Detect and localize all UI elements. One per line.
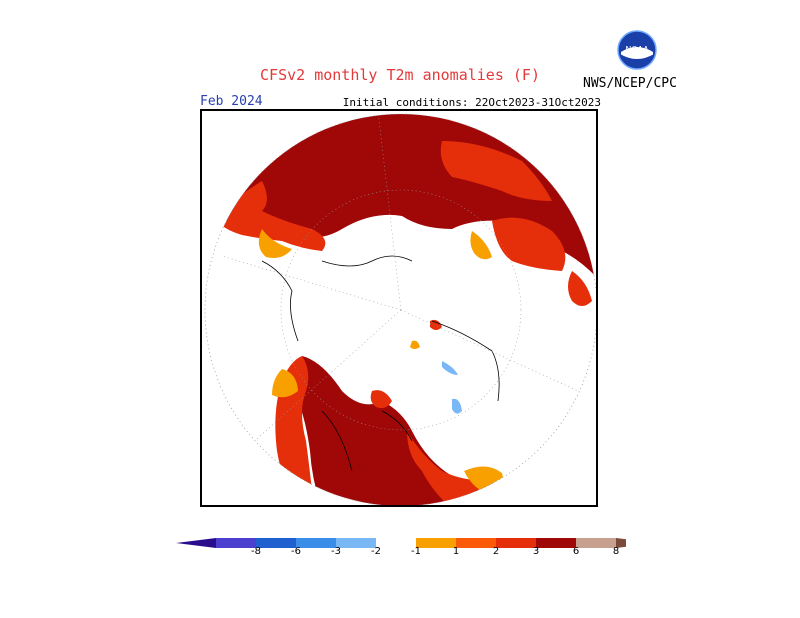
anomaly-region-north-west-orange (258, 229, 292, 258)
org-label: NWS/NCEP/CPC (583, 76, 677, 91)
svg-text:NOAA: NOAA (625, 45, 649, 54)
anomaly-region-south-center (407, 431, 497, 505)
colorbar-segment (416, 538, 456, 548)
colorbar-arrow-low (176, 538, 216, 548)
anomaly-region-small-orange (410, 340, 420, 349)
graticule-meridian-4 (231, 309, 402, 462)
anomaly-region-greenland (430, 319, 442, 330)
colorbar-tick-label: 6 (572, 546, 580, 557)
map-title: CFSv2 monthly T2m anomalies (F) (260, 66, 540, 84)
colorbar-tick-label: -2 (371, 546, 381, 557)
noaa-logo: NOAA (617, 30, 657, 70)
anomaly-region-center-red (370, 390, 392, 409)
colorbar-segment (216, 538, 256, 548)
forecast-month: Feb 2024 (200, 94, 263, 109)
polar-map-canvas (204, 113, 596, 505)
colorbar-tick-label: -1 (411, 546, 421, 557)
colorbar-segment (536, 538, 576, 548)
anomaly-region-east-orange (470, 231, 492, 260)
colorbar-tick-label: -8 (251, 546, 261, 557)
anomaly-region-far-east (568, 271, 592, 306)
coastlines (261, 255, 500, 472)
polar-map (200, 109, 598, 507)
colorbar-segment (376, 538, 416, 548)
anomaly-region-east (492, 217, 566, 271)
anomaly-region-cool (452, 398, 462, 414)
colorbar-tick-label: 3 (532, 546, 540, 557)
colorbar-segment (336, 538, 376, 548)
colorbar (176, 538, 626, 548)
graticule-meridian-2 (400, 309, 596, 402)
colorbar-segment (296, 538, 336, 548)
colorbar-tick-label: 2 (492, 546, 500, 557)
anomaly-region-south (295, 356, 497, 505)
graticule-circle (280, 189, 522, 431)
colorbar-segment (576, 538, 616, 548)
colorbar-tick-label: 8 (612, 546, 620, 557)
anomaly-region-south-west-orange (272, 369, 298, 398)
colorbar-tick-label: 1 (452, 546, 460, 557)
anomaly-region-north-west (216, 181, 326, 251)
anomaly-region-cool-2 (442, 361, 458, 375)
colorbar-segment (496, 538, 536, 548)
anomaly-region-north-east (440, 141, 552, 201)
colorbar-tick-label: -6 (291, 546, 301, 557)
graticule-meridian-1 (377, 114, 402, 311)
colorbar-segment (256, 538, 296, 548)
initial-conditions: Initial conditions: 22Oct2023-31Oct2023 (342, 96, 601, 109)
colorbar-tick-label: -3 (331, 546, 341, 557)
colorbar-arrow-high (616, 538, 626, 548)
colorbar-segment (456, 538, 496, 548)
